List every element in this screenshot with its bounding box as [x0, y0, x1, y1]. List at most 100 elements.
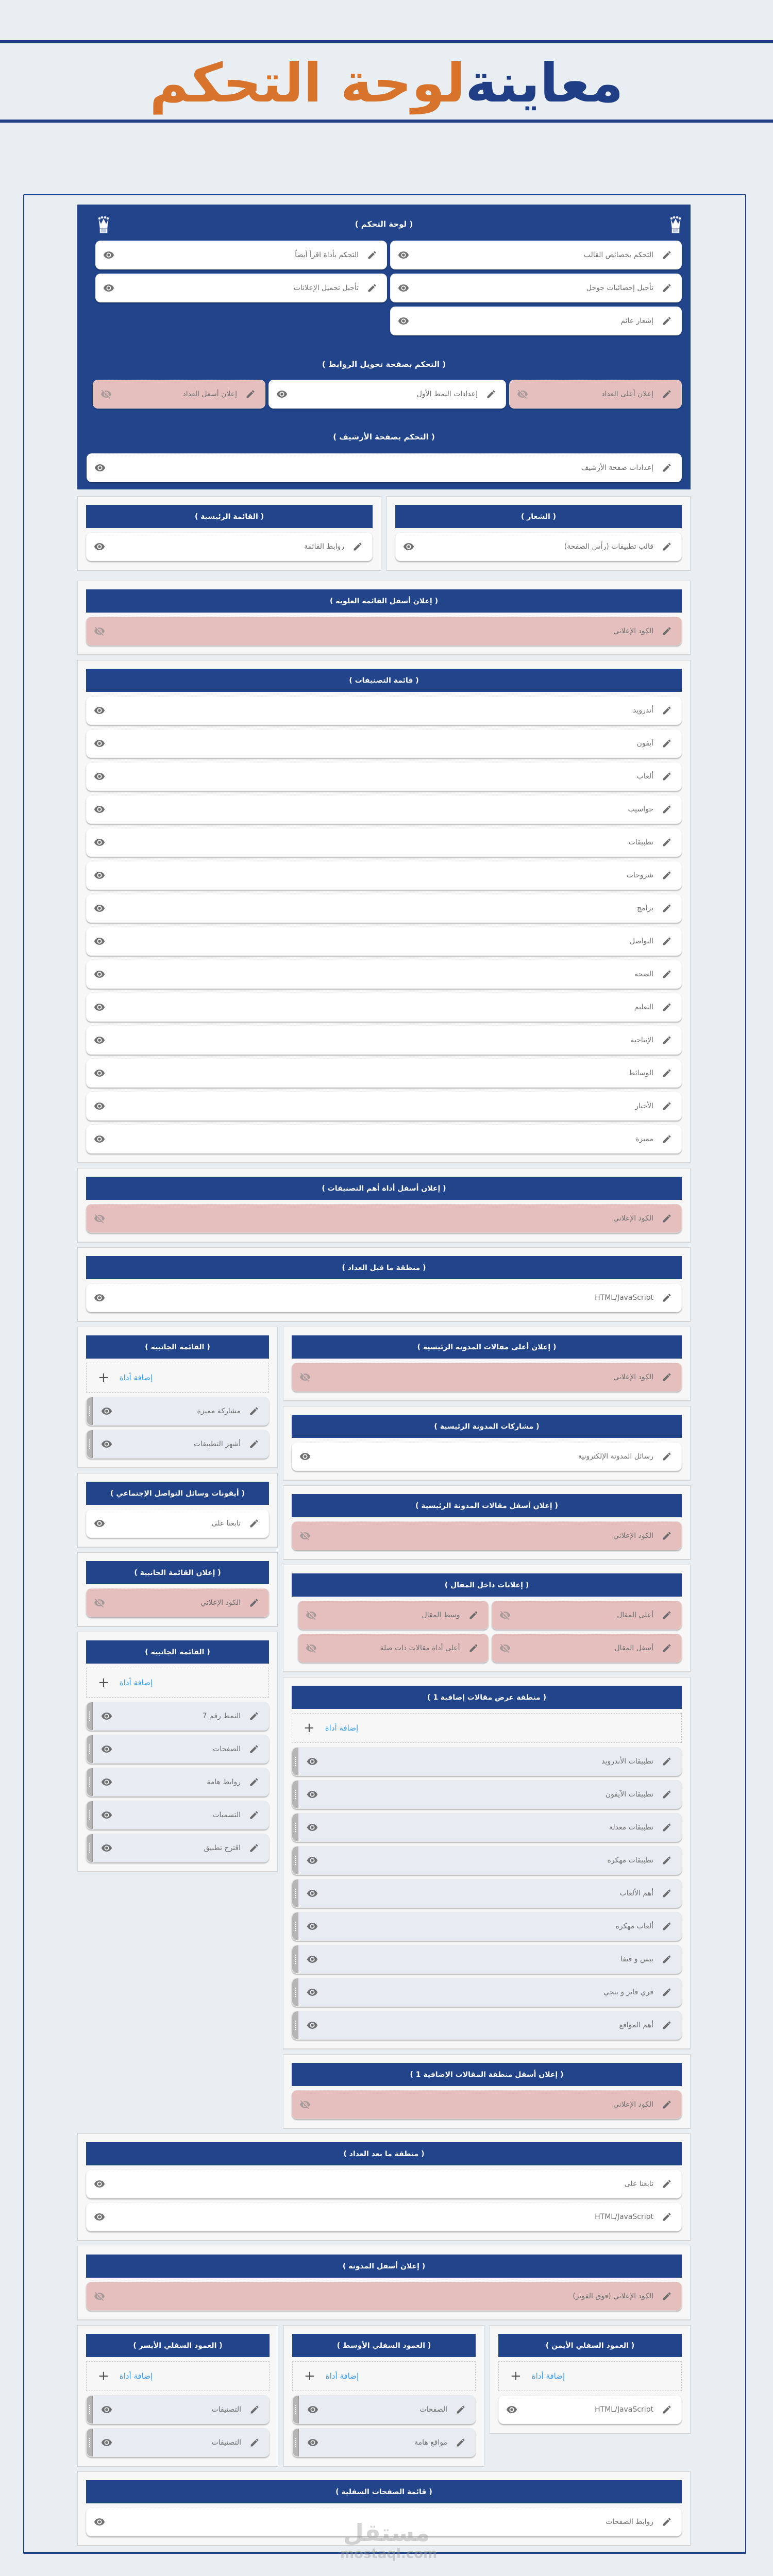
widget-item[interactable]: التواصل	[86, 927, 682, 956]
widget-item[interactable]: روابط القائمة	[86, 532, 373, 561]
widget-item[interactable]: الإنتاجية	[86, 1026, 682, 1055]
eye-icon[interactable]	[94, 936, 105, 947]
edit-pencil-icon[interactable]	[662, 1531, 672, 1541]
widget-item[interactable]: إعلان أسفل العداد	[93, 380, 265, 409]
widget-item[interactable]: مواقع هامة	[292, 2428, 476, 2457]
drag-handle[interactable]	[293, 2396, 299, 2424]
edit-pencil-icon[interactable]	[249, 1518, 259, 1529]
widget-item[interactable]: الكود الإعلاني	[292, 1521, 682, 1550]
eye-off-icon[interactable]	[499, 1642, 511, 1654]
widget-item[interactable]: بيس و فيفا	[292, 1945, 682, 1974]
eye-off-icon[interactable]	[306, 1609, 317, 1621]
eye-icon[interactable]	[94, 738, 105, 749]
edit-pencil-icon[interactable]	[662, 1213, 672, 1224]
edit-pencil-icon[interactable]	[249, 1810, 259, 1820]
eye-icon[interactable]	[94, 1067, 105, 1079]
edit-pencil-icon[interactable]	[662, 250, 672, 260]
drag-handle[interactable]	[87, 1834, 93, 1862]
eye-icon[interactable]	[94, 541, 105, 552]
edit-pencil-icon[interactable]	[662, 1855, 672, 1866]
edit-pencil-icon[interactable]	[662, 2020, 672, 2030]
add-widget-label[interactable]: إضافة أداة	[119, 1678, 153, 1687]
edit-pencil-icon[interactable]	[352, 541, 363, 552]
widget-item[interactable]: الوسائط	[86, 1059, 682, 1088]
widget-item[interactable]: حواسيب	[86, 795, 682, 824]
edit-pencil-icon[interactable]	[468, 1643, 479, 1653]
edit-pencil-icon[interactable]	[662, 1068, 672, 1078]
eye-icon[interactable]	[307, 2437, 318, 2448]
edit-pencil-icon[interactable]	[662, 1921, 672, 1931]
eye-icon[interactable]	[101, 1710, 112, 1722]
widget-item[interactable]: أهم المواقع	[292, 2011, 682, 2040]
edit-pencil-icon[interactable]	[662, 771, 672, 782]
widget-item[interactable]: الصفحات	[292, 2395, 476, 2424]
widget-item[interactable]: تطبيقات الأندرويد	[292, 1747, 682, 1776]
eye-off-icon[interactable]	[94, 1213, 105, 1224]
edit-pencil-icon[interactable]	[662, 1451, 672, 1462]
eye-icon[interactable]	[94, 1002, 105, 1013]
eye-icon[interactable]	[94, 2516, 105, 2528]
add-widget-label[interactable]: إضافة أداة	[325, 2371, 359, 2381]
eye-icon[interactable]	[101, 1743, 112, 1755]
drag-handle[interactable]	[87, 1430, 93, 1458]
widget-item[interactable]: أهم الألعاب	[292, 1879, 682, 1908]
drag-handle[interactable]	[87, 1735, 93, 1763]
widget-item[interactable]: HTML/JavaScript	[86, 1283, 682, 1312]
eye-icon[interactable]	[94, 1100, 105, 1112]
eye-icon[interactable]	[94, 870, 105, 881]
edit-pencil-icon[interactable]	[662, 541, 672, 552]
widget-item[interactable]: تابعنا على	[86, 2170, 682, 2198]
edit-pencil-icon[interactable]	[367, 283, 377, 293]
edit-pencil-icon[interactable]	[662, 463, 672, 473]
widget-item[interactable]: آيفون	[86, 729, 682, 758]
eye-icon[interactable]	[101, 2404, 112, 2415]
edit-pencil-icon[interactable]	[249, 1843, 259, 1853]
edit-pencil-icon[interactable]	[367, 250, 377, 260]
eye-icon[interactable]	[94, 804, 105, 815]
edit-pencil-icon[interactable]	[662, 705, 672, 716]
eye-off-icon[interactable]	[499, 1609, 511, 1621]
edit-pencil-icon[interactable]	[245, 389, 256, 399]
edit-pencil-icon[interactable]	[662, 1035, 672, 1045]
widget-item[interactable]: تابعنا على	[86, 1509, 269, 1538]
eye-icon[interactable]	[307, 1987, 318, 1998]
drag-handle[interactable]	[87, 2429, 93, 2456]
widget-item[interactable]: النمط رقم 7	[86, 1702, 269, 1731]
widget-item[interactable]: التصنيفات	[86, 2428, 270, 2457]
edit-pencil-icon[interactable]	[662, 389, 672, 399]
widget-item[interactable]: روابط الصفحات	[86, 2507, 682, 2536]
drag-handle[interactable]	[292, 1945, 298, 1973]
eye-icon[interactable]	[94, 2211, 105, 2223]
edit-pencil-icon[interactable]	[662, 2099, 672, 2110]
drag-handle[interactable]	[87, 1768, 93, 1796]
widget-item[interactable]: إعدادات صفحة الأرشيف	[87, 453, 682, 482]
edit-pencil-icon[interactable]	[249, 2404, 260, 2415]
widget-item[interactable]: التحكم بأداة اقرأ أيضاً	[95, 241, 387, 269]
drag-handle[interactable]	[292, 1781, 298, 1808]
eye-off-icon[interactable]	[299, 2099, 311, 2110]
add-widget-label[interactable]: إضافة أداة	[119, 1373, 153, 1382]
eye-off-icon[interactable]	[94, 1597, 105, 1608]
edit-pencil-icon[interactable]	[662, 903, 672, 913]
widget-item[interactable]: تطبيقات مهكرة	[292, 1846, 682, 1875]
widget-item[interactable]: قالب تطبيقات (رأس الصفحة)	[395, 532, 682, 561]
eye-icon[interactable]	[307, 1756, 318, 1767]
widget-item[interactable]: تأجيل إحصائيات جوجل	[390, 274, 682, 302]
add-widget-button[interactable]: + إضافة أداة	[86, 1668, 269, 1698]
widget-item[interactable]: الكود الإعلاني	[86, 1204, 682, 1233]
drag-handle[interactable]	[292, 1814, 298, 1841]
widget-item[interactable]: إعدادات النمط الأول	[268, 380, 506, 409]
edit-pencil-icon[interactable]	[662, 1610, 672, 1620]
eye-icon[interactable]	[307, 2404, 318, 2415]
edit-pencil-icon[interactable]	[486, 389, 496, 399]
add-widget-button[interactable]: + إضافة أداة	[86, 2361, 270, 2391]
eye-icon[interactable]	[101, 1842, 112, 1854]
add-widget-button[interactable]: + إضافة أداة	[292, 2361, 476, 2391]
widget-item[interactable]: أندرويد	[86, 696, 682, 725]
widget-item[interactable]: تأجيل تحميل الإعلانات	[95, 274, 387, 302]
eye-off-icon[interactable]	[100, 388, 112, 400]
edit-pencil-icon[interactable]	[662, 1101, 672, 1111]
widget-item[interactable]: ألعاب مهكره	[292, 1912, 682, 1941]
edit-pencil-icon[interactable]	[249, 1777, 259, 1787]
widget-item[interactable]: أعلى أداة مقالات ذات صلة	[298, 1634, 489, 1663]
